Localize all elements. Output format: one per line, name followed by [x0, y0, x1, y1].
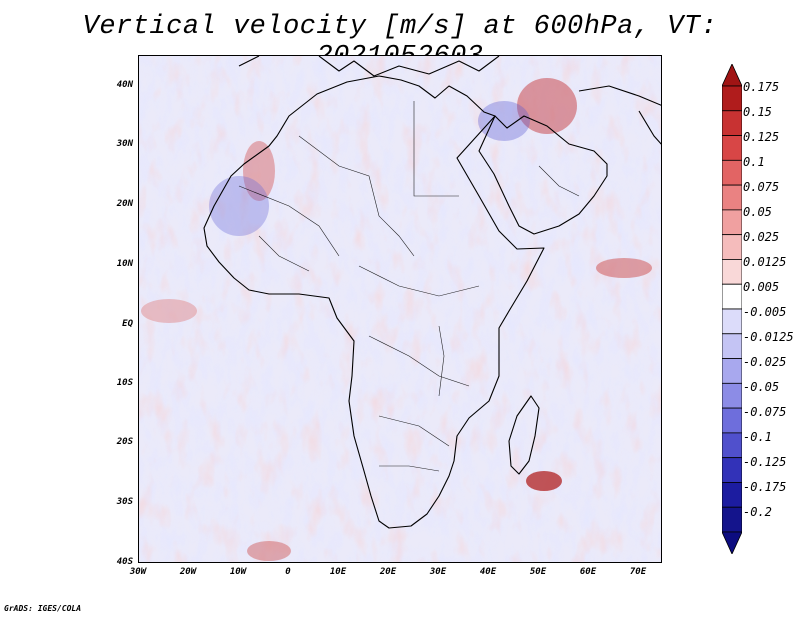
map-panel: [138, 55, 662, 563]
africa-coastline: [203, 75, 545, 529]
colorbar-cell: [722, 457, 742, 483]
updraft-madagascar-se: [526, 471, 562, 491]
border-line: [238, 185, 340, 257]
iran-coastline: [578, 85, 661, 106]
colorbar-label: 0.15: [743, 105, 772, 119]
colorbar-label: 0.0125: [743, 255, 787, 269]
border-line: [358, 265, 480, 297]
colorbar-cell: [722, 159, 742, 186]
lat-label: 20N: [116, 199, 133, 209]
colorbar-cell: [722, 358, 742, 384]
colorbar-label: 0.175: [743, 80, 780, 94]
lon-label: 70E: [629, 567, 647, 577]
colorbar-label: 0.125: [743, 130, 780, 144]
colorbar-cell: [722, 506, 742, 533]
colorbar-label: 0.1: [743, 155, 765, 169]
border-line: [258, 235, 310, 272]
downdraft-west-africa: [209, 176, 269, 236]
colorbar-cell: [722, 407, 742, 434]
lon-label: 30W: [129, 567, 147, 577]
lat-label: 40N: [116, 80, 133, 90]
lat-label: 10S: [116, 378, 133, 388]
colorbar-label: -0.1: [743, 430, 772, 444]
colorbar-label: -0.05: [743, 380, 780, 394]
colorbar-label: -0.175: [743, 480, 787, 494]
colorbar-cell: [722, 85, 742, 112]
colorbar-top-arrow: [722, 64, 742, 87]
lon-label: 50E: [529, 567, 547, 577]
india-coastline: [638, 110, 661, 145]
border-line: [438, 325, 445, 397]
colorbar-label: 0.075: [743, 180, 780, 194]
colorbar-label: -0.125: [743, 455, 787, 469]
colorbar-cell: [722, 184, 742, 211]
colorbar-cell: [722, 482, 742, 508]
lon-label: 0: [285, 567, 291, 577]
border-line: [368, 335, 470, 387]
colorbar-cell: [722, 283, 742, 310]
updraft-west-sahara: [243, 141, 275, 201]
lat-label: EQ: [122, 319, 133, 329]
colorbar-cell: [722, 259, 742, 285]
colorbar-cell: [722, 135, 742, 161]
border-line: [379, 465, 440, 472]
arabia-coastline: [478, 115, 608, 235]
madagascar-coastline: [508, 395, 540, 475]
lat-label: 20S: [116, 437, 133, 447]
lat-label: 10N: [116, 259, 133, 269]
colorbar-cell: [722, 308, 742, 335]
colorbar-cell: [722, 382, 742, 409]
downdraft-egypt: [478, 101, 530, 141]
lon-label: 40E: [479, 567, 497, 577]
colorbar-label: 0.05: [743, 205, 772, 219]
colorbar-label: -0.025: [743, 355, 787, 369]
europe-coastline: [238, 56, 500, 77]
lon-label: 10E: [329, 567, 347, 577]
lat-label: 30S: [116, 497, 133, 507]
colorbar-cell: [722, 234, 742, 260]
lon-label: 10W: [229, 567, 247, 577]
colorbar-label: -0.075: [743, 405, 787, 419]
colorbar-cell: [722, 209, 742, 236]
border-line: [298, 135, 415, 257]
colorbar-cell: [722, 333, 742, 359]
lat-label: 40S: [116, 557, 133, 567]
border-line: [378, 415, 450, 447]
colorbar-label: -0.2: [743, 505, 772, 519]
lat-label: 30N: [116, 139, 133, 149]
credit-text: GrADS: IGES/COLA: [4, 604, 82, 613]
border-line: [538, 165, 580, 197]
border-line: [413, 101, 459, 197]
lon-label: 20W: [179, 567, 197, 577]
colorbar-bottom-arrow: [722, 531, 742, 554]
colorbar-label: 0.005: [743, 280, 780, 294]
colorbar-cell: [722, 110, 742, 136]
colorbar-label: -0.0125: [743, 330, 794, 344]
colorbar-label: 0.025: [743, 230, 780, 244]
colorbar: [722, 64, 742, 554]
colorbar-label: -0.005: [743, 305, 787, 319]
lon-label: 20E: [379, 567, 397, 577]
colorbar-cell: [722, 432, 742, 459]
updraft-indian-ocean: [596, 258, 652, 278]
lon-label: 60E: [579, 567, 597, 577]
updraft-gulf-guinea: [141, 299, 197, 323]
updraft-south-atlantic: [247, 541, 291, 561]
lon-label: 30E: [429, 567, 447, 577]
map-canvas: [139, 56, 661, 562]
